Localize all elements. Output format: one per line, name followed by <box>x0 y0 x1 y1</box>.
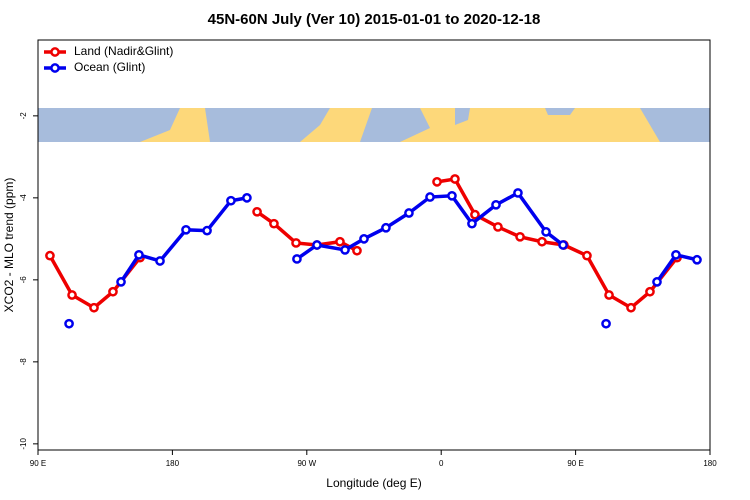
point <box>335 236 345 247</box>
legend-marker <box>50 63 60 73</box>
x-tick-label: 180 <box>166 459 180 468</box>
point <box>645 286 655 297</box>
point <box>601 318 611 329</box>
plot-frame <box>37 39 711 451</box>
point <box>652 277 662 287</box>
point <box>493 222 503 232</box>
y-tick-label: -2 <box>19 112 28 120</box>
x-tick-label: 90 E <box>30 459 46 468</box>
point <box>671 249 681 260</box>
point <box>515 231 525 242</box>
point <box>340 245 350 255</box>
point <box>352 245 362 256</box>
point <box>108 286 118 297</box>
point <box>404 208 414 218</box>
series-line <box>119 190 698 283</box>
x-axis-label: Longitude (deg E) <box>326 476 421 490</box>
y-tick-label: -8 <box>19 358 28 366</box>
legend-marker <box>50 47 60 57</box>
point <box>181 224 191 235</box>
x-tick-label: 0 <box>439 459 444 468</box>
point <box>64 318 74 329</box>
point <box>470 209 480 220</box>
x-tick-label: 90 W <box>297 459 316 468</box>
point <box>359 234 369 244</box>
point <box>425 192 435 202</box>
x-tick-label: 90 E <box>567 459 583 468</box>
y-tick-label: -4 <box>19 194 28 202</box>
point <box>292 254 302 264</box>
point <box>269 218 279 229</box>
point <box>134 249 144 260</box>
point <box>447 190 457 201</box>
point <box>537 236 547 247</box>
point <box>226 195 236 206</box>
point <box>450 174 460 184</box>
y-tick-label: -6 <box>19 276 28 284</box>
point <box>513 188 523 198</box>
point <box>604 290 614 300</box>
point <box>67 290 77 300</box>
point <box>202 225 212 236</box>
legend-label: Ocean (Glint) <box>74 60 145 74</box>
point <box>291 238 301 248</box>
point <box>252 206 262 217</box>
legend-label: Land (Nadir&Glint) <box>74 44 173 58</box>
point <box>558 240 568 250</box>
point <box>155 256 165 266</box>
point <box>467 218 477 229</box>
point <box>692 254 702 265</box>
map-strip <box>38 108 710 142</box>
x-tick-label: 180 <box>703 459 717 468</box>
point <box>582 250 592 261</box>
chart-title: 45N-60N July (Ver 10) 2015-01-01 to 2020… <box>208 11 541 28</box>
point <box>116 277 126 287</box>
point <box>242 193 252 203</box>
y-tick-label: -10 <box>19 438 28 450</box>
point <box>491 199 501 210</box>
point <box>626 302 636 313</box>
point <box>312 240 322 250</box>
point <box>541 227 551 237</box>
point <box>381 222 391 233</box>
point <box>89 302 99 313</box>
point <box>45 250 55 261</box>
point <box>432 177 442 187</box>
y-axis-label: XCO2 - MLO trend (ppm) <box>2 178 16 313</box>
